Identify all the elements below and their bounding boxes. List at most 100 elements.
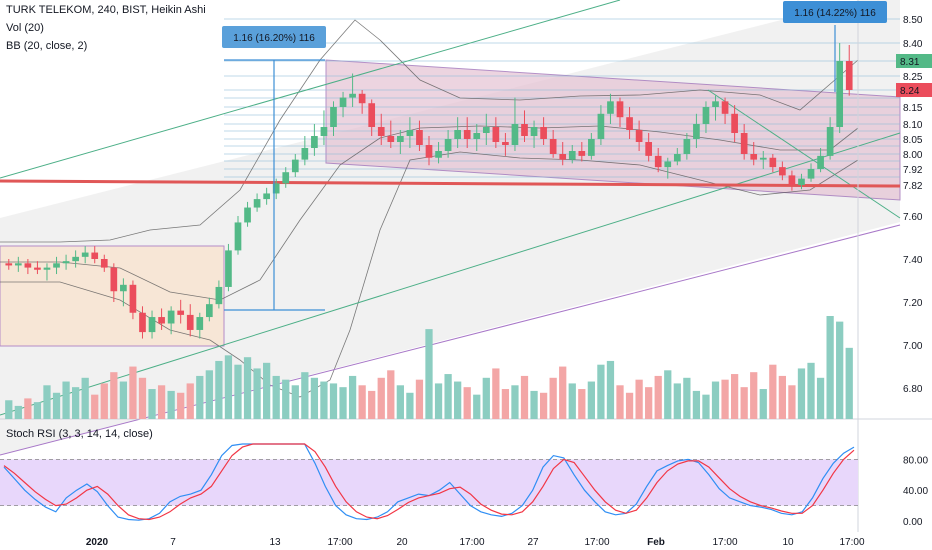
candle-body — [454, 130, 461, 139]
candle-body — [836, 61, 844, 127]
volume-bar — [406, 392, 414, 419]
candle-body — [387, 136, 395, 142]
candle-body — [712, 101, 719, 107]
candle-body — [291, 159, 299, 173]
candle-body — [425, 145, 433, 158]
time-tick-label: Feb — [647, 537, 665, 548]
volume-bar — [454, 381, 462, 419]
candle-body — [205, 304, 213, 318]
volume-bar — [224, 355, 233, 419]
candle-body — [196, 317, 204, 330]
price-tick-label: 8.25 — [903, 72, 923, 83]
candle-body — [645, 142, 653, 156]
volume-bar — [91, 394, 99, 419]
volume-bar — [310, 377, 319, 419]
volume-bar — [797, 368, 806, 419]
volume-bar — [578, 389, 586, 419]
candle-body — [530, 127, 538, 136]
time-tick-label: 10 — [782, 537, 794, 548]
volume-bar — [473, 394, 481, 419]
volume-bar — [320, 381, 328, 419]
candle-body — [24, 263, 32, 268]
volume-bar — [415, 379, 424, 419]
volume-bar — [43, 385, 51, 419]
chart-title: TURK TELEKOM, 240, BIST, Heikin Ashi — [6, 4, 206, 16]
time-tick-label: 13 — [269, 537, 281, 548]
candle-body — [139, 312, 146, 333]
bollinger-legend: BB (20, close, 2) — [6, 40, 88, 52]
volume-bar — [759, 389, 767, 419]
price-tick-label: 8.10 — [903, 120, 923, 131]
volume-bar — [167, 390, 175, 419]
candle-body — [568, 151, 576, 160]
price-tick-label: 8.05 — [903, 135, 923, 146]
volume-bar — [272, 375, 280, 419]
candle-body — [482, 127, 490, 133]
volume-bar — [33, 402, 42, 419]
measure-box-left — [222, 26, 326, 48]
stoch-tick-label: 40.00 — [903, 486, 928, 497]
price-tick-label: 7.00 — [903, 341, 923, 352]
candle-body — [788, 175, 796, 185]
candle-body — [588, 139, 595, 156]
volume-bar — [816, 377, 825, 419]
time-tick-label: 2020 — [86, 537, 109, 548]
candle-body — [740, 133, 748, 154]
candle-body — [244, 207, 251, 223]
volume-bar — [673, 383, 681, 419]
volume-bar — [215, 360, 223, 419]
volume-bar — [148, 389, 156, 419]
volume-bar — [100, 383, 108, 419]
volume-bar — [291, 385, 299, 419]
candle-body — [110, 267, 118, 292]
volume-bar — [62, 381, 70, 419]
volume-bar — [721, 379, 729, 419]
candle-body — [320, 127, 328, 136]
volume-bar — [559, 366, 567, 419]
volume-bar — [807, 362, 815, 419]
candle-body — [148, 317, 156, 333]
volume-bar — [511, 385, 519, 419]
volume-bar — [692, 390, 701, 419]
candle-body — [463, 130, 471, 139]
candle-body — [845, 61, 853, 90]
stoch-tick-label: 0.00 — [903, 517, 923, 528]
volume-bar — [750, 372, 758, 419]
volume-bar — [129, 366, 137, 419]
volume-bar — [597, 364, 605, 419]
candle-body — [693, 124, 700, 139]
time-tick-label: 17:00 — [459, 537, 484, 548]
time-tick-label: 20 — [396, 537, 408, 548]
candle-body — [607, 101, 614, 114]
volume-bar — [788, 385, 796, 419]
volume-bar — [396, 385, 404, 419]
volume-bar — [52, 392, 61, 419]
volume-bar — [702, 394, 710, 419]
candle-body — [769, 157, 777, 168]
price-tick-label: 6.80 — [903, 384, 923, 395]
candle-body — [817, 155, 824, 169]
candle-body — [5, 263, 13, 266]
candle-body — [129, 284, 137, 313]
volume-bar — [243, 357, 252, 419]
candle-body — [215, 286, 223, 305]
support-line — [0, 179, 901, 188]
candle-body — [597, 113, 605, 139]
volume-bar — [387, 370, 395, 419]
volume-bar — [520, 375, 529, 419]
volume-bar — [501, 389, 510, 419]
candle-body — [301, 148, 309, 160]
candle-body — [62, 261, 70, 264]
volume-bar — [740, 387, 748, 419]
candle-body — [358, 93, 366, 104]
candle-body — [673, 154, 681, 162]
candle-body — [435, 151, 442, 158]
candle-body — [540, 127, 547, 139]
volume-bar — [72, 387, 80, 419]
measure-label-left: 1.16 (16.20%) 116 — [233, 33, 315, 44]
price-tick-label: 7.40 — [903, 255, 923, 266]
candle-body — [14, 263, 22, 266]
candle-body — [549, 139, 557, 154]
stoch-rsi-legend: Stoch RSI (3, 3, 14, 14, close) — [6, 428, 153, 440]
volume-bar — [14, 405, 22, 419]
